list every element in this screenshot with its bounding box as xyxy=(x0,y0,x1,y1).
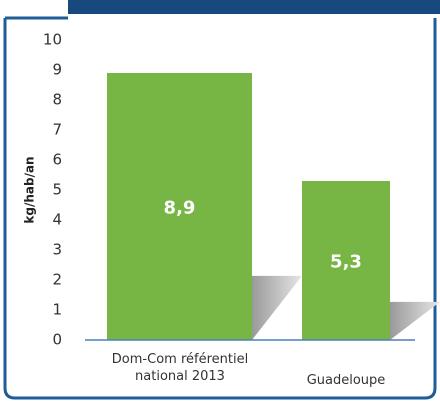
y-tick-label: 5 xyxy=(52,181,62,199)
y-tick-label: 0 xyxy=(52,331,62,349)
y-tick-label: 6 xyxy=(52,151,62,169)
x-tick-label: Guadeloupe xyxy=(306,373,386,388)
value-label: 5,3 xyxy=(330,252,362,273)
y-tick-label: 4 xyxy=(52,211,62,229)
y-tick-label: 1 xyxy=(52,301,62,319)
frame xyxy=(3,18,437,400)
y-axis-label: kg/hab/an xyxy=(23,156,37,223)
y-tick-label: 3 xyxy=(52,241,62,259)
y-tick-label: 7 xyxy=(52,121,62,139)
bar-shadow xyxy=(252,275,302,340)
header-band xyxy=(68,0,440,14)
bar-shadow xyxy=(390,301,440,340)
value-label: 8,9 xyxy=(164,198,196,219)
y-tick-label: 8 xyxy=(52,91,62,109)
y-tick-label: 9 xyxy=(52,61,62,79)
x-tick-label: Dom-Com référentiel national 2013 xyxy=(111,352,249,384)
y-tick-label: 2 xyxy=(52,271,62,289)
bar xyxy=(302,181,390,340)
bar xyxy=(107,73,252,340)
y-tick-label: 10 xyxy=(43,31,62,49)
